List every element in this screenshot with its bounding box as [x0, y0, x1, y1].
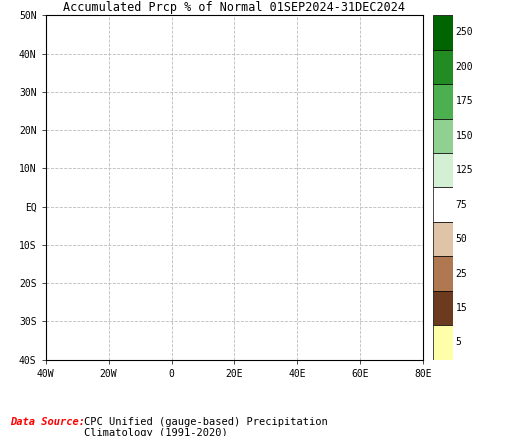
- Text: 125: 125: [456, 165, 473, 175]
- Text: 150: 150: [456, 131, 473, 141]
- Bar: [433, 291, 453, 325]
- Title: Accumulated Prcp % of Normal 01SEP2024-31DEC2024: Accumulated Prcp % of Normal 01SEP2024-3…: [63, 1, 406, 14]
- Bar: [433, 187, 453, 222]
- Bar: [433, 153, 453, 187]
- Text: 15: 15: [456, 303, 467, 313]
- Text: 175: 175: [456, 96, 473, 106]
- Text: CPC Unified (gauge-based) Precipitation: CPC Unified (gauge-based) Precipitation: [84, 417, 328, 427]
- Text: Data Source:: Data Source:: [10, 417, 85, 427]
- Text: 50: 50: [456, 234, 467, 244]
- Bar: [433, 50, 453, 84]
- Bar: [433, 325, 453, 360]
- Bar: [433, 222, 453, 256]
- Bar: [433, 256, 453, 291]
- Text: 5: 5: [456, 337, 461, 347]
- Text: 200: 200: [456, 62, 473, 72]
- Text: 75: 75: [456, 200, 467, 210]
- Text: 250: 250: [456, 27, 473, 37]
- Text: Climatology (1991-2020): Climatology (1991-2020): [84, 428, 228, 436]
- Bar: [433, 119, 453, 153]
- Bar: [433, 84, 453, 119]
- Text: 25: 25: [456, 269, 467, 279]
- Bar: [433, 15, 453, 50]
